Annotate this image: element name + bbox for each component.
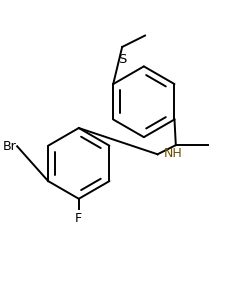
- Text: NH: NH: [164, 147, 183, 160]
- Text: F: F: [75, 213, 82, 226]
- Text: Br: Br: [2, 140, 16, 153]
- Text: S: S: [118, 53, 127, 66]
